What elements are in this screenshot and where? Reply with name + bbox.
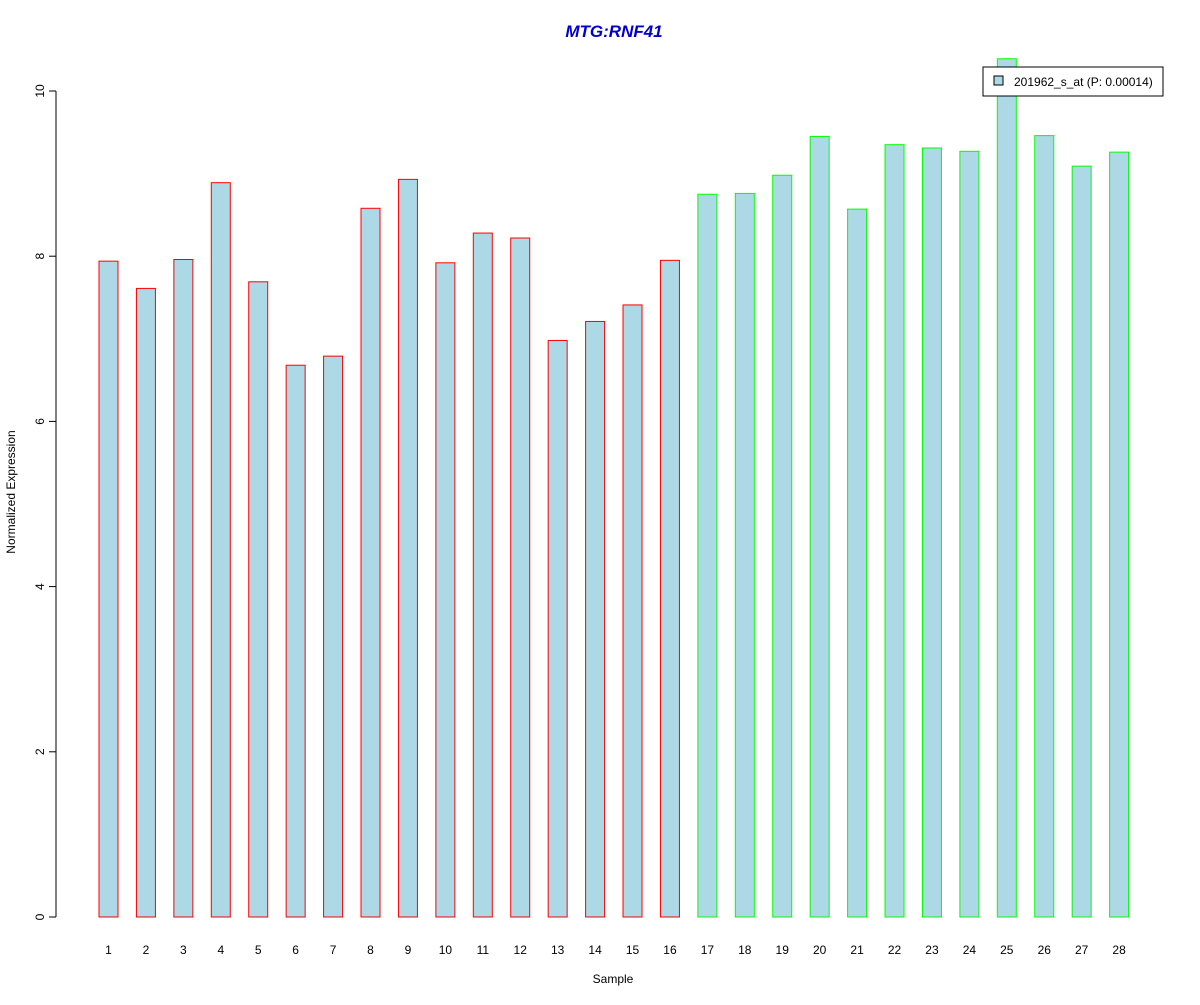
bar-sample-16 <box>659 259 680 918</box>
bar-sample-24 <box>959 150 980 918</box>
x-tick-label: 24 <box>963 943 977 957</box>
x-tick-label: 2 <box>143 943 150 957</box>
x-tick-label: 26 <box>1038 943 1052 957</box>
bar-sample-7 <box>323 355 344 918</box>
bar-sample-10 <box>435 262 456 918</box>
x-tick-label: 22 <box>888 943 902 957</box>
x-tick-label: 5 <box>255 943 262 957</box>
bar-sample-1 <box>98 260 119 918</box>
x-tick-label: 18 <box>738 943 752 957</box>
bar-sample-19 <box>772 174 793 918</box>
x-tick-label: 3 <box>180 943 187 957</box>
x-tick-label: 11 <box>477 943 490 957</box>
bar-sample-27 <box>1071 165 1092 918</box>
x-tick-label: 4 <box>217 943 224 957</box>
bar-sample-20 <box>809 135 830 918</box>
x-tick-label: 12 <box>514 943 528 957</box>
bar-sample-21 <box>847 208 868 918</box>
x-tick-label: 19 <box>776 943 790 957</box>
x-tick-label: 25 <box>1000 943 1014 957</box>
bar-sample-13 <box>547 339 568 918</box>
bar-sample-17 <box>697 193 718 918</box>
x-tick-label: 14 <box>588 943 602 957</box>
x-tick-label: 13 <box>551 943 565 957</box>
x-tick-label: 8 <box>367 943 374 957</box>
x-tick-label: 7 <box>330 943 337 957</box>
x-tick-label: 20 <box>813 943 827 957</box>
x-tick-label: 1 <box>105 943 112 957</box>
x-tick-label: 23 <box>925 943 939 957</box>
y-axis-title: Normalized Expression <box>4 430 18 553</box>
x-tick-label: 17 <box>701 943 715 957</box>
bar-sample-28 <box>1109 151 1130 918</box>
x-tick-label: 27 <box>1075 943 1089 957</box>
bar-sample-15 <box>622 304 643 918</box>
legend-label: 201962_s_at (P: 0.00014) <box>1014 75 1153 89</box>
bar-sample-14 <box>585 320 606 918</box>
y-tick-label: 8 <box>33 253 47 260</box>
bar-sample-2 <box>135 287 156 918</box>
x-tick-label: 21 <box>850 943 864 957</box>
y-axis: 0 2 4 6 8 10 <box>33 84 57 920</box>
bar-sample-5 <box>248 281 269 918</box>
y-tick-label: 6 <box>33 418 47 425</box>
legend-swatch <box>993 75 1004 86</box>
x-axis-title: Sample <box>593 972 634 986</box>
y-tick-label: 2 <box>33 748 47 755</box>
x-tick-label: 10 <box>439 943 453 957</box>
bar-sample-6 <box>285 364 306 918</box>
y-tick-label: 10 <box>33 84 47 98</box>
legend: 201962_s_at (P: 0.00014) <box>982 66 1164 97</box>
x-tick-label: 9 <box>405 943 412 957</box>
x-tick-label: 28 <box>1112 943 1126 957</box>
bar-sample-4 <box>210 182 231 918</box>
x-axis-labels: 1 2 3 4 5 6 7 8 9 10 11 12 13 14 15 16 17 18 19 20 21 22 23 24 2… <box>105 943 1126 957</box>
bar-sample-8 <box>360 207 381 918</box>
legend-box <box>982 66 1164 97</box>
bar-sample-11 <box>472 232 493 918</box>
bar-sample-12 <box>510 237 531 918</box>
bar-sample-9 <box>397 178 418 918</box>
y-tick-label: 0 <box>33 913 47 920</box>
bar-sample-18 <box>734 192 755 918</box>
chart-title: MTG:RNF41 <box>565 22 662 41</box>
bars-group <box>98 58 1130 918</box>
y-tick-label: 4 <box>33 583 47 590</box>
bar-sample-25 <box>996 58 1017 918</box>
x-tick-label: 15 <box>626 943 640 957</box>
bar-sample-23 <box>921 147 942 918</box>
x-tick-label: 6 <box>292 943 299 957</box>
bar-sample-26 <box>1034 135 1055 918</box>
bar-sample-22 <box>884 144 905 918</box>
x-tick-label: 16 <box>663 943 677 957</box>
bar-sample-3 <box>173 259 194 918</box>
